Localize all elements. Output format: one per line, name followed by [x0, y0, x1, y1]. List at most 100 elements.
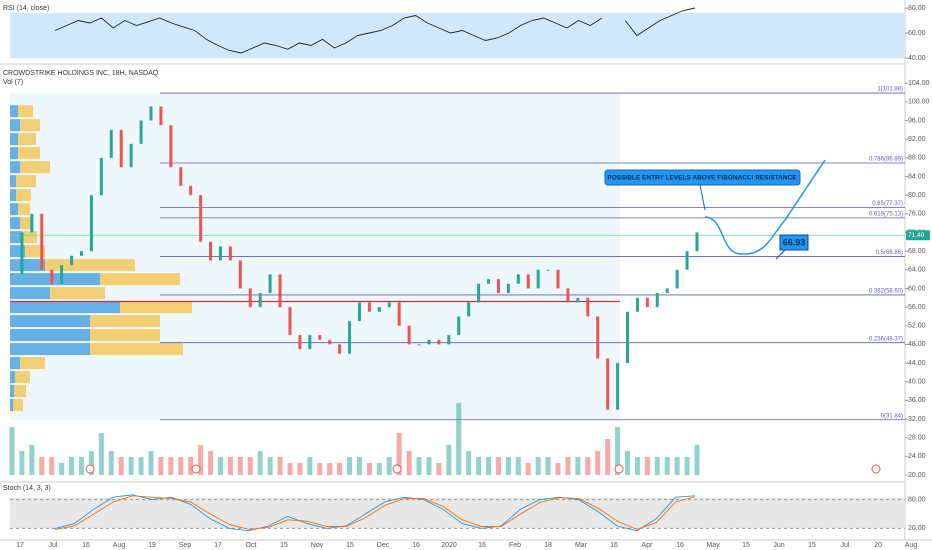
volume-bar [595, 451, 601, 475]
y-tick-label: 44.00 [908, 360, 926, 367]
candle [685, 251, 689, 270]
candle [40, 213, 44, 270]
volume-bar [615, 427, 621, 475]
stoch-line [54, 495, 696, 530]
volume-bar [277, 457, 283, 475]
candle [417, 344, 421, 346]
volume-bar [327, 463, 333, 475]
x-tick-label: 18 [544, 542, 552, 549]
candle [645, 297, 649, 308]
volume-bar [29, 445, 35, 475]
candle [238, 260, 242, 289]
volume-bar [49, 457, 55, 475]
profile-up [10, 189, 16, 202]
profile-up [10, 399, 13, 412]
candle [338, 344, 342, 354]
last-price-box [906, 230, 930, 241]
profile-up [10, 245, 25, 258]
profile-up [10, 133, 18, 146]
profile-down [18, 105, 33, 118]
candle [506, 283, 510, 294]
x-tick-label: Feb [509, 542, 521, 549]
profile-down [22, 231, 37, 244]
profile-down [90, 329, 160, 342]
candle [457, 316, 461, 336]
x-tick-label: 16 [676, 542, 684, 549]
y-tick-label: 40.00 [908, 379, 926, 386]
candle [566, 288, 570, 303]
candle [407, 325, 411, 345]
volume-bar [138, 457, 144, 475]
candle [79, 251, 83, 256]
profile-up [10, 329, 90, 342]
volume-bar [575, 457, 581, 475]
candle [179, 167, 183, 186]
x-tick-label: 16 [478, 542, 486, 549]
profile-down [90, 315, 160, 328]
y-tick-label: 68.00 [908, 248, 926, 255]
y-tick-label: 88.00 [908, 155, 926, 162]
candle [556, 269, 560, 289]
volume-bar [178, 457, 184, 475]
candle [357, 302, 361, 322]
candle [169, 125, 173, 168]
volume-bar [625, 451, 631, 475]
profile-down [90, 343, 183, 356]
profile-up [10, 147, 18, 160]
y-tick-label: 80.00 [908, 192, 926, 199]
fib-label: 1(101.88) [877, 87, 903, 93]
y-tick-label: 32.00 [908, 416, 926, 423]
candle [30, 213, 34, 233]
candle [10, 273, 14, 275]
volume-bar [78, 457, 84, 475]
y-tick-label: 92.00 [908, 136, 926, 143]
volume-bar [108, 451, 114, 475]
profile-down [100, 273, 180, 286]
profile-down [16, 189, 31, 202]
y-tick-label: 56.00 [908, 304, 926, 311]
candle [626, 311, 630, 364]
x-tick-label: Nov [311, 542, 324, 549]
candle [159, 106, 163, 126]
volume-bar [217, 457, 223, 475]
candle [487, 279, 491, 284]
stoch-band [10, 498, 905, 528]
candle [536, 269, 540, 289]
candle [665, 288, 669, 294]
volume-bar [188, 457, 194, 475]
profile-down [13, 399, 23, 412]
stoch-tick-label: 20.00 [908, 525, 926, 532]
x-tick-label: 17 [214, 542, 222, 549]
y-tick-label: 96.00 [908, 117, 926, 124]
candle [516, 274, 520, 284]
x-tick-label: 2020 [441, 542, 457, 549]
profile-up [10, 385, 14, 398]
volume-bar [366, 463, 372, 475]
volume-bar [198, 445, 204, 475]
candle [635, 297, 639, 312]
y-tick-label: 104.00 [908, 80, 930, 87]
volume-bar [118, 457, 124, 475]
volume-bar [535, 457, 541, 475]
x-tick-label: 16 [82, 542, 90, 549]
earnings-icon [614, 464, 624, 474]
fib-label: 0.236(48.37) [869, 336, 903, 342]
volume-bar [158, 457, 164, 475]
candle [348, 321, 352, 354]
x-tick-label: Oct [246, 542, 257, 549]
earnings-icon [871, 464, 881, 474]
profile-up [10, 273, 100, 286]
callout-box [779, 234, 809, 251]
last-price-label: 71.40 [908, 232, 925, 239]
volume-bar [565, 457, 571, 475]
candle [586, 297, 590, 317]
volume-bar [386, 457, 392, 475]
volume-bar [376, 463, 382, 475]
volume-bar [446, 445, 452, 475]
volume-bar [297, 463, 303, 475]
x-tick-label: Aug [113, 542, 126, 549]
profile-down [18, 147, 40, 160]
profile-up [10, 105, 18, 118]
